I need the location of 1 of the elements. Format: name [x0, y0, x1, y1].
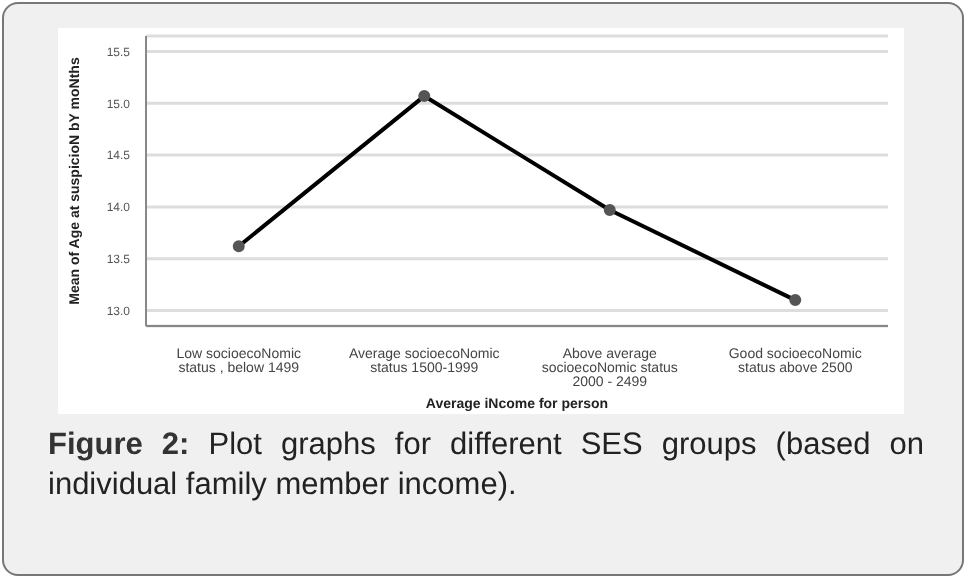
- caption: Figure 2: Plot graphs for different SES groups (based on individual family member income).: [48, 426, 924, 506]
